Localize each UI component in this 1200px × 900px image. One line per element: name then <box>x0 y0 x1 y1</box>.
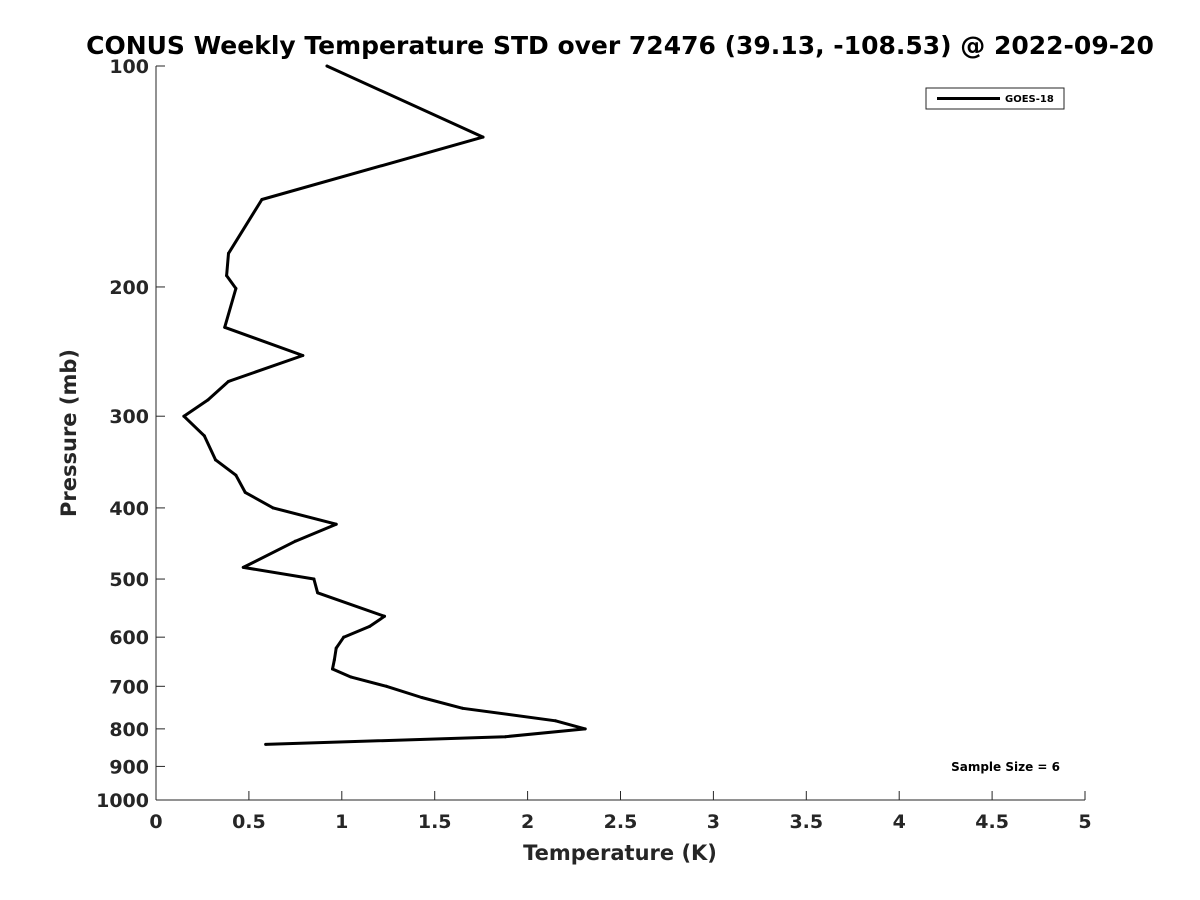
y-tick-label: 200 <box>109 277 149 299</box>
sample-size-annotation: Sample Size = 6 <box>951 760 1060 774</box>
data-point <box>243 490 247 494</box>
series-points <box>182 64 587 746</box>
data-point <box>383 614 387 618</box>
legend-entry-goes-18: GOES-18 <box>1005 94 1054 105</box>
x-tick-label: 2 <box>521 811 534 833</box>
data-point <box>384 684 388 688</box>
data-point <box>241 565 245 569</box>
data-point <box>225 274 229 278</box>
data-point <box>271 506 275 510</box>
data-point <box>583 727 587 731</box>
y-tick-label: 500 <box>109 569 149 591</box>
x-tick-label: 0.5 <box>232 811 266 833</box>
data-point <box>202 434 206 438</box>
data-point <box>420 695 424 699</box>
x-tick-label: 3 <box>707 811 720 833</box>
data-point <box>503 735 507 739</box>
data-point <box>301 354 305 358</box>
y-tick-label: 700 <box>109 676 149 698</box>
data-point <box>312 577 316 581</box>
data-point <box>553 719 557 723</box>
data-point <box>234 287 238 291</box>
y-tick-label: 600 <box>109 627 149 649</box>
data-point <box>213 458 217 462</box>
x-tick-label: 1.5 <box>418 811 452 833</box>
y-tick-label: 400 <box>109 498 149 520</box>
x-tick-label: 0 <box>149 811 162 833</box>
legend: GOES-18 <box>925 87 1065 110</box>
x-tick-label: 4.5 <box>975 811 1009 833</box>
data-point <box>226 251 230 255</box>
y-tick-label: 900 <box>109 756 149 778</box>
data-point <box>206 398 210 402</box>
data-point <box>349 675 353 679</box>
x-tick-label: 4 <box>893 811 906 833</box>
data-point <box>325 64 329 68</box>
data-point <box>182 414 186 418</box>
data-point <box>334 646 338 650</box>
y-tick-label: 100 <box>109 56 149 78</box>
x-tick-label: 3.5 <box>789 811 823 833</box>
data-point <box>481 135 485 139</box>
data-point <box>368 624 372 628</box>
data-point <box>226 379 230 383</box>
y-axis-label: Pressure (mb) <box>57 349 81 517</box>
y-tick-label: 800 <box>109 719 149 741</box>
chart-title: CONUS Weekly Temperature STD over 72476 … <box>86 31 1154 60</box>
x-tick-label: 2.5 <box>604 811 638 833</box>
y-tick-label: 300 <box>109 406 149 428</box>
data-point <box>293 539 297 543</box>
data-point <box>342 635 346 639</box>
x-tick-label: 1 <box>335 811 348 833</box>
data-point <box>316 591 320 595</box>
data-point <box>234 473 238 477</box>
data-point <box>223 325 227 329</box>
y-tick-label: 1000 <box>96 790 149 812</box>
y-axis-ticks: 100 200 300 400 500 600 700 800 900 1000 <box>96 56 165 812</box>
data-point <box>331 667 335 671</box>
data-point <box>334 522 338 526</box>
data-point <box>260 197 264 201</box>
x-tick-label: 5 <box>1078 811 1091 833</box>
plot-area: 0 0.5 1 1.5 2 2.5 3 3.5 4 4.5 5 100 200 300 400 500 600… <box>96 56 1092 833</box>
data-point <box>332 658 336 662</box>
data-point <box>461 706 465 710</box>
x-axis-label: Temperature (K) <box>523 841 717 865</box>
x-axis-ticks: 0 0.5 1 1.5 2 2.5 3 3.5 4 4.5 5 <box>149 791 1092 833</box>
data-point <box>264 742 268 746</box>
